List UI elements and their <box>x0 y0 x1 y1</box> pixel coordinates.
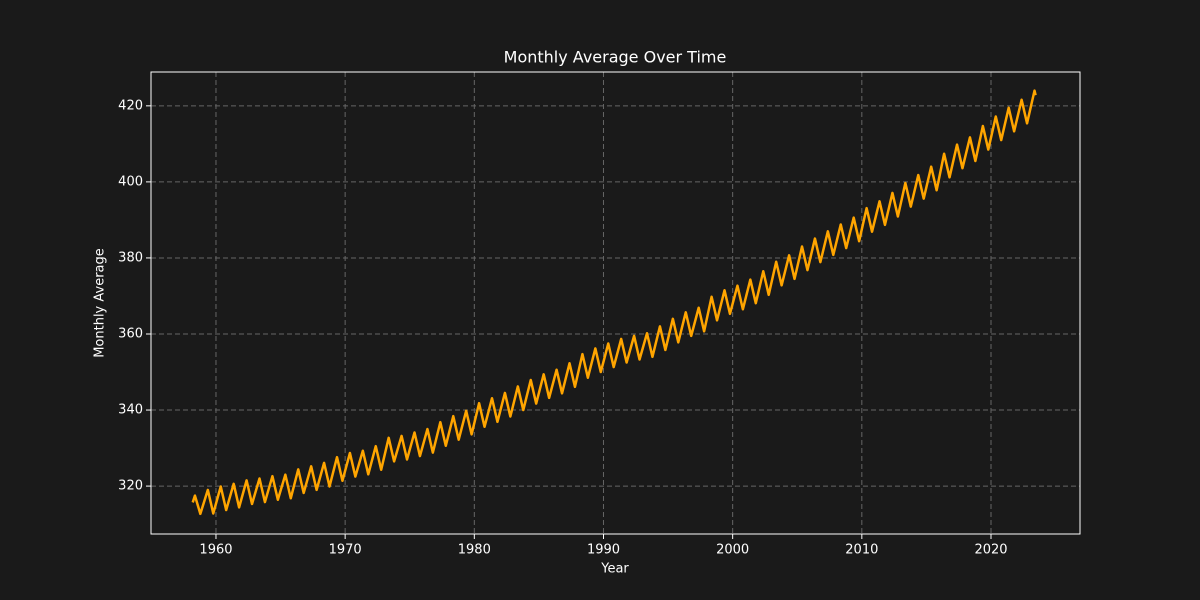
x-tick-label: 1960 <box>199 543 232 558</box>
x-tick-label: 2000 <box>716 543 749 558</box>
x-axis-label: Year <box>600 562 629 577</box>
y-tick-label: 340 <box>118 403 143 418</box>
x-tick-label: 1980 <box>458 543 491 558</box>
y-tick-label: 360 <box>118 326 143 341</box>
x-tick-label: 2010 <box>845 543 878 558</box>
y-tick-label: 320 <box>118 479 143 494</box>
data-line <box>191 89 1037 516</box>
y-tick-label: 400 <box>118 174 143 189</box>
x-tick-label: 1990 <box>587 543 620 558</box>
x-tick-label: 1970 <box>329 543 362 558</box>
y-tick-label: 380 <box>118 250 143 265</box>
chart-title: Monthly Average Over Time <box>504 48 727 67</box>
y-axis-label: Monthly Average <box>93 248 108 358</box>
y-tick-label: 420 <box>118 98 143 113</box>
plot-frame <box>150 71 1081 535</box>
x-tick-label: 2020 <box>974 543 1007 558</box>
